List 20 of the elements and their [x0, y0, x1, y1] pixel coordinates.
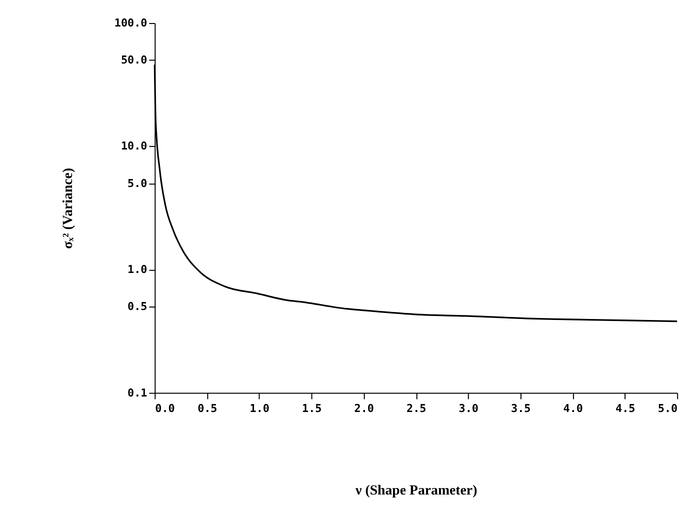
x-tick-label: 1.5 — [302, 402, 322, 416]
y-axis-title: σₓ² (Variance) — [60, 168, 76, 249]
y-tick-label: 10.0 — [120, 140, 148, 153]
x-tick-label: 2.0 — [354, 402, 374, 416]
x-tick-label: 2.5 — [406, 402, 426, 416]
x-tick-label: 4.5 — [616, 402, 636, 416]
y-tick-label: 100.0 — [114, 16, 148, 30]
y-tick-label: 1.0 — [128, 263, 148, 276]
y-tick-label: 0.1 — [128, 386, 148, 400]
x-tick-label: 3.0 — [458, 402, 478, 416]
x-tick-label: 1.0 — [250, 402, 270, 416]
y-tick-label: 50.0 — [120, 54, 148, 67]
x-tick-label: 0.0 — [155, 402, 175, 416]
x-tick-label: 5.0 — [658, 402, 678, 416]
x-tick-label: 4.0 — [563, 402, 583, 416]
x-axis-title: ν (Shape Parameter) — [354, 483, 478, 498]
x-tick-label: 0.5 — [198, 402, 218, 416]
y-tick-label: 5.0 — [128, 176, 148, 190]
x-tick-label: 3.5 — [511, 402, 531, 416]
y-tick-label: 0.5 — [128, 300, 148, 314]
